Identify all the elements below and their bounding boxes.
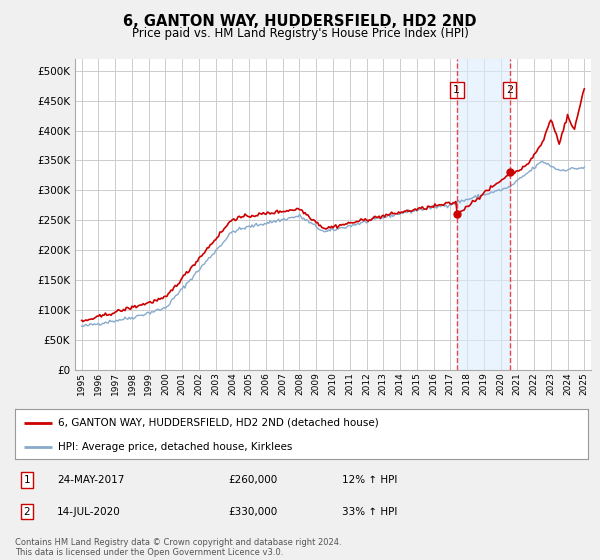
Text: 6, GANTON WAY, HUDDERSFIELD, HD2 2ND (detached house): 6, GANTON WAY, HUDDERSFIELD, HD2 2ND (de… (58, 418, 379, 428)
Text: Price paid vs. HM Land Registry's House Price Index (HPI): Price paid vs. HM Land Registry's House … (131, 27, 469, 40)
Text: £260,000: £260,000 (228, 475, 277, 485)
Text: 1: 1 (23, 475, 31, 485)
Text: 2: 2 (506, 85, 513, 95)
Text: 2: 2 (23, 507, 31, 517)
Text: £330,000: £330,000 (228, 507, 277, 517)
Text: 33% ↑ HPI: 33% ↑ HPI (342, 507, 397, 517)
Text: Contains HM Land Registry data © Crown copyright and database right 2024.
This d: Contains HM Land Registry data © Crown c… (15, 538, 341, 557)
Text: 14-JUL-2020: 14-JUL-2020 (57, 507, 121, 517)
Text: 12% ↑ HPI: 12% ↑ HPI (342, 475, 397, 485)
Text: 6, GANTON WAY, HUDDERSFIELD, HD2 2ND: 6, GANTON WAY, HUDDERSFIELD, HD2 2ND (123, 14, 477, 29)
Text: HPI: Average price, detached house, Kirklees: HPI: Average price, detached house, Kirk… (58, 442, 292, 451)
Bar (457, 59, 509, 370)
Text: 1: 1 (454, 85, 460, 95)
Text: 24-MAY-2017: 24-MAY-2017 (57, 475, 124, 485)
